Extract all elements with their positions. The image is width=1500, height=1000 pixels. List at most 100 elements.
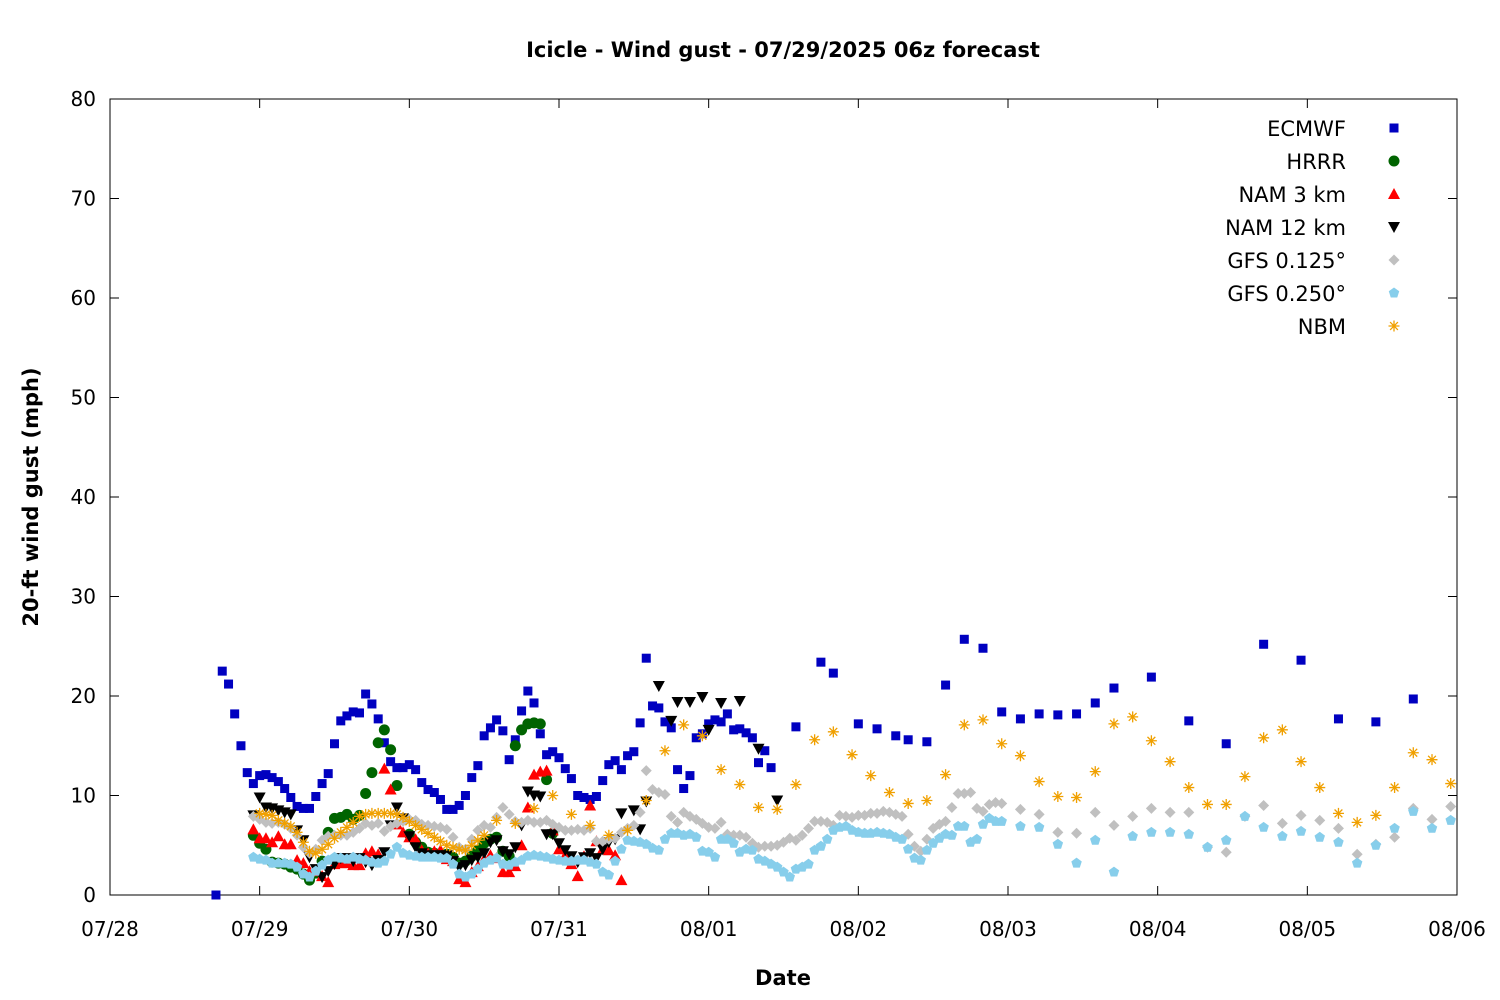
data-point — [447, 841, 459, 853]
data-point — [1014, 750, 1026, 762]
data-point — [509, 740, 521, 752]
data-point — [1333, 714, 1343, 724]
data-point — [615, 874, 628, 886]
data-point — [883, 787, 895, 799]
data-series — [211, 634, 1457, 900]
legend-label: ECMWF — [1267, 117, 1346, 141]
data-point — [1145, 802, 1157, 814]
data-point — [322, 838, 334, 850]
data-point — [702, 724, 715, 736]
data-point — [1371, 717, 1381, 727]
data-point — [1202, 798, 1214, 810]
legend-marker — [1388, 320, 1400, 332]
data-point — [1127, 810, 1139, 822]
y-tick-label: 20 — [71, 684, 96, 708]
data-point — [722, 709, 732, 719]
data-point — [534, 791, 547, 803]
data-point — [360, 808, 372, 820]
data-point — [759, 840, 771, 852]
data-point — [1239, 810, 1251, 821]
data-point — [771, 795, 784, 807]
data-point — [1183, 782, 1195, 794]
data-point — [1295, 756, 1307, 768]
data-point — [846, 749, 858, 761]
data-point — [428, 831, 440, 843]
data-point — [379, 738, 389, 748]
data-point — [260, 808, 272, 820]
data-point — [996, 815, 1007, 826]
data-point — [1295, 825, 1307, 836]
data-point — [1351, 848, 1363, 860]
data-point — [752, 743, 765, 755]
data-point — [305, 803, 315, 813]
legend-label: NAM 12 km — [1225, 216, 1346, 240]
data-point — [292, 801, 302, 811]
data-point — [1146, 826, 1157, 837]
data-point — [242, 768, 252, 778]
data-point — [1258, 799, 1270, 811]
data-point — [729, 725, 739, 735]
data-point — [1314, 782, 1326, 794]
data-point — [1014, 803, 1026, 815]
data-point — [852, 809, 864, 821]
data-point — [559, 845, 572, 857]
data-point — [809, 734, 821, 746]
data-point — [541, 774, 553, 786]
data-point — [696, 691, 709, 703]
data-point — [454, 800, 464, 810]
data-point — [902, 797, 914, 809]
data-point — [1033, 808, 1045, 820]
data-point — [366, 767, 378, 779]
data-point — [391, 808, 403, 820]
data-point — [284, 809, 297, 821]
data-point — [259, 832, 272, 844]
data-point — [1033, 776, 1045, 788]
legend-label: NBM — [1298, 315, 1346, 339]
data-point — [342, 711, 352, 721]
data-point — [1108, 819, 1120, 831]
data-point — [641, 653, 651, 663]
data-point — [1258, 732, 1270, 744]
data-point — [615, 808, 628, 820]
data-point — [273, 777, 283, 787]
data-point — [517, 706, 527, 716]
data-point — [510, 735, 520, 745]
data-point — [1221, 739, 1231, 749]
data-point — [472, 824, 484, 836]
data-point — [1108, 718, 1120, 730]
data-point — [1108, 866, 1120, 877]
y-tick-label: 80 — [71, 87, 96, 111]
data-point — [347, 816, 359, 828]
data-point — [921, 794, 933, 806]
data-point — [1183, 828, 1195, 839]
data-point — [211, 890, 221, 900]
data-point — [753, 801, 765, 813]
data-point — [1090, 834, 1101, 845]
y-tick-label: 10 — [71, 784, 96, 808]
data-point — [236, 741, 246, 751]
data-point — [959, 820, 970, 831]
data-point — [410, 819, 422, 831]
data-point — [272, 830, 285, 842]
data-point — [598, 776, 608, 786]
data-point — [921, 844, 933, 855]
data-point — [378, 807, 390, 819]
data-point — [741, 728, 751, 738]
data-point — [490, 835, 503, 847]
data-point — [559, 824, 571, 836]
data-point — [1071, 857, 1082, 868]
y-tick-label: 60 — [71, 286, 96, 310]
data-point — [416, 823, 428, 835]
data-point — [230, 709, 240, 719]
data-point — [1407, 747, 1419, 759]
data-point — [715, 816, 727, 828]
data-point — [247, 823, 260, 835]
data-point — [447, 831, 459, 843]
data-point — [1277, 830, 1288, 841]
legend-marker — [1388, 254, 1400, 266]
data-point — [417, 778, 427, 788]
data-point — [1259, 639, 1269, 649]
data-point — [372, 817, 384, 829]
y-tick-label: 30 — [71, 585, 96, 609]
data-point — [330, 739, 339, 749]
